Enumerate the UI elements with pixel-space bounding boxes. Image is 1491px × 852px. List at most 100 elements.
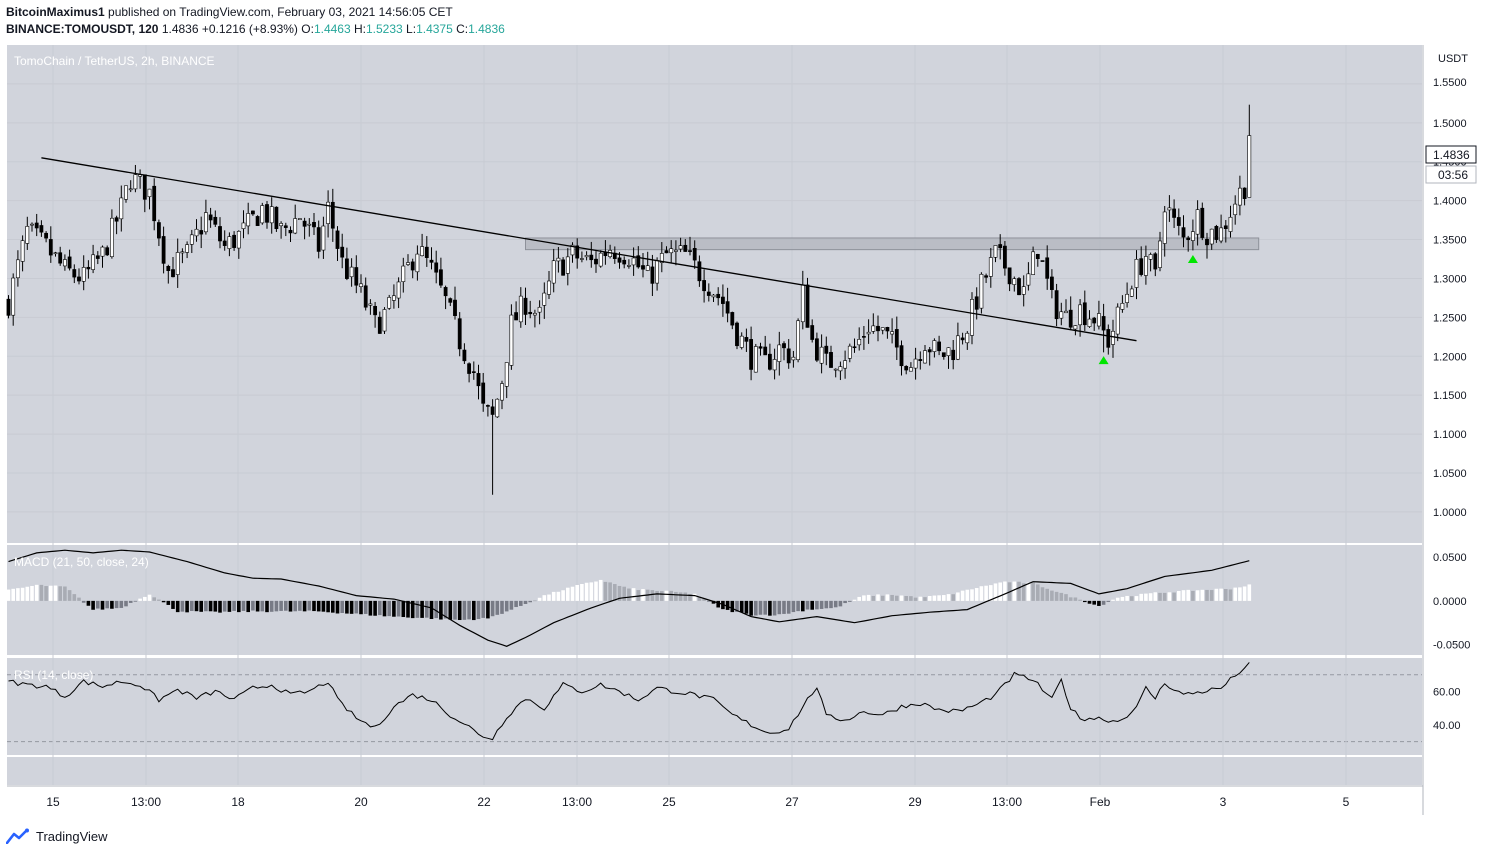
candle	[720, 284, 725, 317]
macd-panel[interactable]	[7, 545, 1422, 655]
candle-body	[180, 251, 185, 254]
candle	[1115, 303, 1120, 342]
candle-body	[584, 255, 589, 258]
candle	[349, 258, 354, 287]
candle	[1097, 300, 1101, 330]
candle-body	[565, 256, 570, 274]
candle	[1176, 208, 1181, 236]
author-name[interactable]: BitcoinMaximus1	[6, 5, 105, 19]
low-value: 1.4375	[416, 22, 453, 36]
macd-histogram-bar	[754, 600, 758, 616]
macd-histogram-bar	[664, 590, 669, 601]
rsi-panel[interactable]	[7, 658, 1422, 755]
macd-histogram-bar	[744, 600, 749, 614]
candle	[77, 268, 81, 285]
candle	[406, 254, 410, 266]
candle-body	[448, 298, 453, 303]
macd-line	[8, 549, 1250, 647]
candle	[589, 241, 594, 268]
candle	[923, 344, 927, 364]
macd-histogram-bar	[509, 600, 514, 610]
candle	[241, 210, 246, 239]
candle-body	[655, 260, 660, 284]
macd-histogram-bar	[1054, 591, 1059, 601]
macd-histogram-bar	[255, 600, 260, 612]
candle	[1228, 205, 1233, 238]
candle-body	[1219, 227, 1224, 242]
candle-body	[391, 295, 396, 301]
candle	[941, 352, 946, 360]
candle	[782, 341, 786, 361]
candle	[899, 340, 904, 376]
macd-histogram-bar	[627, 588, 631, 601]
candle-body	[1238, 187, 1242, 206]
macd-histogram-bar	[161, 600, 166, 603]
macd-histogram-bar	[1209, 590, 1214, 601]
candle-body	[1035, 253, 1040, 259]
candle-body	[692, 248, 697, 261]
candle-body	[288, 229, 293, 234]
candle-body	[706, 291, 711, 296]
candle-body	[443, 287, 448, 297]
candle-body	[683, 244, 688, 252]
candle	[664, 246, 669, 254]
candle	[1035, 253, 1040, 267]
candle-body	[1247, 135, 1252, 198]
candle-body	[128, 188, 133, 191]
macd-histogram-bar	[1120, 596, 1125, 601]
candle-body	[232, 234, 237, 248]
macd-histogram-bar	[345, 600, 349, 614]
candle-body	[246, 213, 251, 227]
macd-histogram-bar	[1233, 587, 1237, 601]
macd-histogram-bar	[584, 582, 589, 601]
macd-histogram-bar	[1228, 589, 1233, 601]
candle	[1054, 283, 1059, 327]
macd-histogram-bar	[528, 600, 532, 603]
candle-body	[514, 312, 519, 321]
candle	[1139, 246, 1144, 277]
tradingview-brand[interactable]: TradingView	[6, 828, 108, 844]
candle-body	[890, 331, 895, 335]
candle-body	[974, 296, 979, 310]
candle	[1064, 299, 1068, 314]
time-axis-label: Feb	[1090, 795, 1111, 809]
candle-body	[213, 216, 218, 225]
macd-histogram-bar	[373, 600, 377, 616]
open-label: O:	[301, 22, 314, 36]
candle-body	[326, 201, 331, 224]
candle	[814, 332, 819, 363]
candle	[866, 319, 871, 344]
macd-histogram-bar	[561, 590, 565, 601]
macd-histogram-bar	[481, 600, 485, 618]
macd-histogram-bar	[636, 590, 641, 601]
candle	[1087, 310, 1092, 328]
candle-body	[434, 262, 439, 273]
candle	[692, 240, 697, 269]
candle	[373, 301, 378, 328]
macd-histogram-bar	[349, 600, 354, 614]
published-text: published on TradingView.com, February 0…	[104, 5, 453, 19]
candle	[843, 350, 848, 379]
candle	[509, 304, 514, 370]
macd-histogram-bar	[20, 587, 25, 601]
macd-histogram-bar	[67, 590, 72, 601]
macd-histogram-bar	[138, 598, 142, 601]
macd-histogram-bar	[302, 600, 307, 612]
candle-body	[297, 218, 302, 221]
candle	[279, 221, 284, 239]
macd-histogram-bar	[594, 581, 598, 601]
macd-histogram-bar	[622, 586, 626, 601]
macd-histogram-bar	[476, 600, 481, 620]
candle-body	[222, 240, 227, 246]
candle	[1172, 199, 1177, 229]
macd-histogram-bar	[448, 600, 453, 620]
macd-histogram-bar	[208, 600, 213, 612]
macd-histogram-bar	[232, 600, 236, 611]
price-axis-label: 1.5500	[1433, 77, 1467, 89]
candle-body	[95, 255, 100, 259]
macd-histogram-bar	[1031, 582, 1035, 601]
macd-histogram-bar	[942, 595, 946, 601]
price-panel[interactable]	[7, 45, 1422, 543]
candle-body	[274, 206, 279, 230]
